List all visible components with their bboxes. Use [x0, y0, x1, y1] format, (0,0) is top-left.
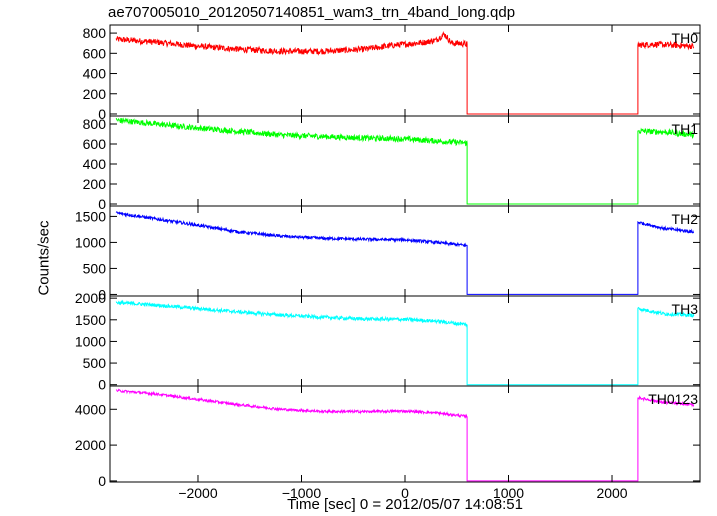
panel-th0123: 0 2000 4000 TH0123	[75, 385, 701, 489]
series-th2-line	[115, 211, 695, 295]
x-tick-label: −2000	[178, 485, 218, 501]
y-tick-label: 1000	[75, 333, 106, 349]
y-tick-label: 1500	[75, 312, 106, 328]
y-tick-label: 600	[83, 45, 107, 61]
y-tick-label: 400	[83, 66, 107, 82]
chart-title: ae707005010_20120507140851_wam3_trn_4ban…	[108, 4, 516, 21]
y-tick-label: 1500	[75, 208, 106, 224]
panel-label: TH0	[672, 30, 699, 46]
y-tick-label: 0	[98, 286, 106, 302]
y-tick-label: 800	[83, 116, 107, 132]
panel-frame	[109, 24, 701, 117]
y-tick-label: 200	[83, 176, 107, 192]
y-tick-label: 500	[83, 260, 107, 276]
y-tick-label: 800	[83, 25, 107, 41]
panel-label: TH2	[672, 211, 699, 227]
y-tick-label: 1000	[75, 234, 106, 250]
panel-frame	[109, 205, 701, 297]
x-tick-label: 2000	[596, 485, 627, 501]
panel-label: TH3	[672, 301, 699, 317]
y-tick-label: 2000	[75, 437, 106, 453]
y-tick-label: 200	[83, 86, 107, 102]
series-th0-line	[115, 30, 695, 115]
panel-label: TH0123	[648, 391, 698, 407]
x-tick-label: −1000	[282, 485, 322, 501]
y-tick-label: 600	[83, 136, 107, 152]
panel-th1: 0 200 400 600 800 TH1	[83, 115, 701, 212]
x-tick-label: 1000	[493, 485, 524, 501]
series-th0123-line	[115, 388, 695, 482]
series-th3-line	[115, 299, 695, 386]
panel-th3: 0 500 1000 1500 2000 TH3	[75, 290, 701, 393]
y-tick-label: 500	[83, 355, 107, 371]
panel-th0: 0 200 400 600 800 TH0	[83, 24, 701, 122]
series-th1-line	[115, 117, 695, 205]
x-axis-label: Time [sec] 0 = 2012/05/07 14:08:51	[287, 496, 523, 513]
x-tick-label: 0	[401, 485, 409, 501]
y-tick-label: 400	[83, 156, 107, 172]
y-tick-label: 4000	[75, 401, 106, 417]
panel-label: TH1	[672, 121, 699, 137]
y-tick-label: 0	[98, 377, 106, 393]
y-tick-label: 0	[98, 473, 106, 489]
y-tick-label: 0	[98, 196, 106, 212]
y-tick-label: 0	[98, 106, 106, 122]
panel-th2: 0 500 1000 1500 TH2	[75, 205, 701, 302]
y-tick-label: 2000	[75, 290, 106, 306]
